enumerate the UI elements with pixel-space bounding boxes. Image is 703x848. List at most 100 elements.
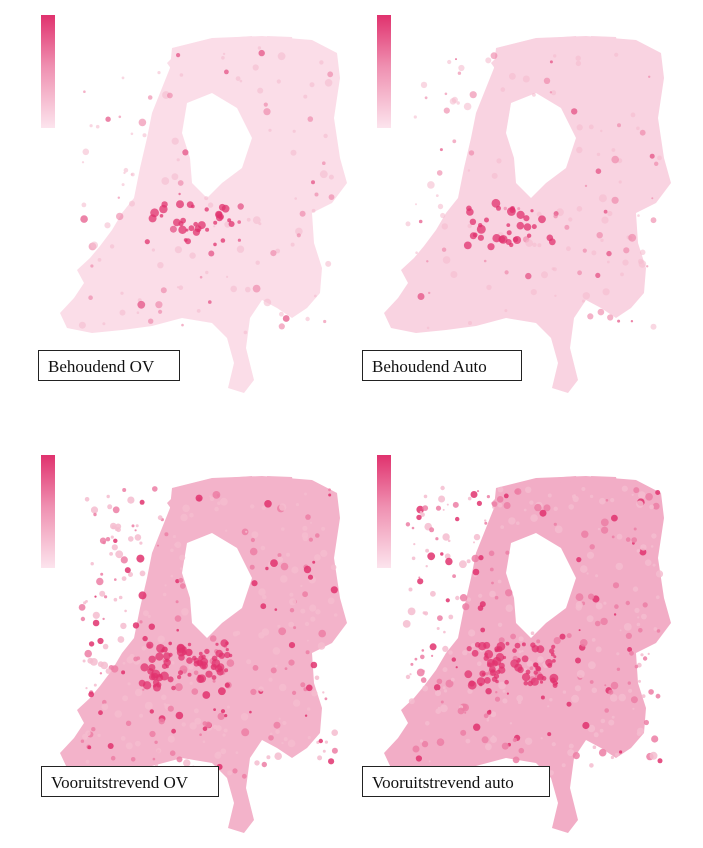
municipality-marker — [524, 737, 533, 745]
municipality-marker — [440, 700, 444, 704]
municipality-marker — [125, 720, 132, 726]
municipality-marker — [324, 697, 328, 701]
municipality-marker — [328, 493, 332, 497]
municipality-marker — [415, 203, 417, 206]
wadden-island — [551, 36, 578, 43]
municipality-marker — [409, 673, 412, 676]
municipality-marker — [486, 495, 490, 499]
municipality-marker — [504, 270, 509, 275]
municipality-marker — [158, 718, 165, 725]
randstad-hotspot — [159, 671, 169, 681]
randstad-hotspot — [185, 238, 191, 245]
municipality-marker — [420, 81, 428, 89]
municipality-marker — [411, 526, 415, 530]
municipality-marker — [315, 609, 321, 615]
municipality-marker — [522, 75, 530, 83]
municipality-marker — [442, 256, 451, 264]
municipality-marker — [502, 689, 506, 693]
municipality-marker — [295, 503, 300, 507]
municipality-marker — [235, 751, 239, 755]
municipality-marker — [306, 639, 309, 642]
municipality-marker — [307, 116, 314, 122]
country-outline — [60, 36, 347, 393]
municipality-marker — [222, 52, 226, 56]
municipality-marker — [144, 701, 153, 710]
municipality-marker — [413, 115, 417, 119]
municipality-marker — [258, 588, 266, 596]
randstad-hotspot — [527, 680, 533, 687]
municipality-marker — [600, 617, 608, 626]
municipality-marker — [97, 661, 104, 668]
municipality-marker — [277, 52, 286, 61]
randstad-hotspot — [159, 214, 164, 218]
municipality-marker — [564, 224, 570, 230]
municipality-marker — [655, 595, 660, 600]
municipality-marker — [92, 619, 100, 627]
netherlands-choropleth-map — [60, 36, 347, 393]
randstad-hotspot — [484, 652, 488, 657]
municipality-marker — [547, 705, 550, 708]
municipality-marker — [176, 53, 181, 58]
municipality-marker — [491, 172, 498, 179]
randstad-hotspot — [224, 668, 229, 673]
municipality-marker — [276, 79, 281, 84]
municipality-marker — [459, 594, 468, 602]
municipality-marker — [84, 649, 92, 658]
randstad-hotspot — [160, 649, 164, 653]
municipality-marker — [169, 225, 177, 233]
randstad-hotspot — [198, 651, 203, 656]
color-legend-bar — [41, 455, 55, 568]
municipality-marker — [653, 627, 658, 631]
netherlands-choropleth-map — [60, 476, 347, 833]
municipality-marker — [650, 217, 657, 224]
municipality-marker — [288, 642, 296, 649]
map-title-label: Behoudend Auto — [362, 350, 522, 381]
randstad-hotspot — [204, 648, 210, 655]
municipality-marker — [280, 562, 289, 571]
municipality-marker — [604, 708, 609, 713]
municipality-marker — [323, 133, 328, 139]
municipality-marker — [655, 490, 661, 495]
municipality-marker — [85, 687, 88, 690]
municipality-marker — [591, 638, 596, 642]
municipality-marker — [171, 173, 179, 181]
municipality-marker — [250, 688, 257, 695]
municipality-marker — [476, 490, 480, 493]
municipality-marker — [87, 657, 94, 664]
municipality-marker — [473, 533, 481, 541]
municipality-marker — [325, 260, 332, 267]
municipality-marker — [467, 496, 472, 501]
municipality-marker — [246, 659, 252, 665]
randstad-hotspot — [495, 653, 505, 662]
municipality-marker — [497, 579, 502, 584]
municipality-marker — [582, 721, 590, 730]
municipality-marker — [651, 735, 659, 743]
municipality-marker — [294, 197, 298, 200]
randstad-hotspot — [505, 641, 510, 646]
municipality-marker — [179, 554, 186, 561]
municipality-marker — [509, 722, 513, 725]
municipality-marker — [629, 650, 634, 656]
municipality-marker — [657, 155, 662, 161]
randstad-hotspot — [161, 201, 168, 208]
municipality-marker — [305, 514, 311, 520]
municipality-marker — [254, 760, 260, 766]
municipality-marker — [615, 562, 623, 571]
municipality-marker — [327, 597, 335, 605]
municipality-marker — [625, 632, 632, 639]
municipality-marker — [258, 686, 264, 692]
municipality-marker — [501, 742, 509, 750]
municipality-marker — [129, 200, 135, 207]
municipality-marker — [472, 568, 480, 576]
randstad-hotspot — [185, 228, 189, 232]
municipality-marker — [600, 129, 603, 133]
randstad-hotspot — [495, 679, 499, 684]
municipality-marker — [163, 703, 167, 706]
municipality-marker — [120, 622, 127, 630]
municipality-marker — [588, 124, 594, 130]
municipality-marker — [609, 694, 618, 702]
randstad-hotspot — [550, 652, 555, 657]
randstad-hotspot — [186, 201, 194, 209]
municipality-marker — [595, 272, 601, 278]
municipality-marker — [518, 650, 522, 654]
